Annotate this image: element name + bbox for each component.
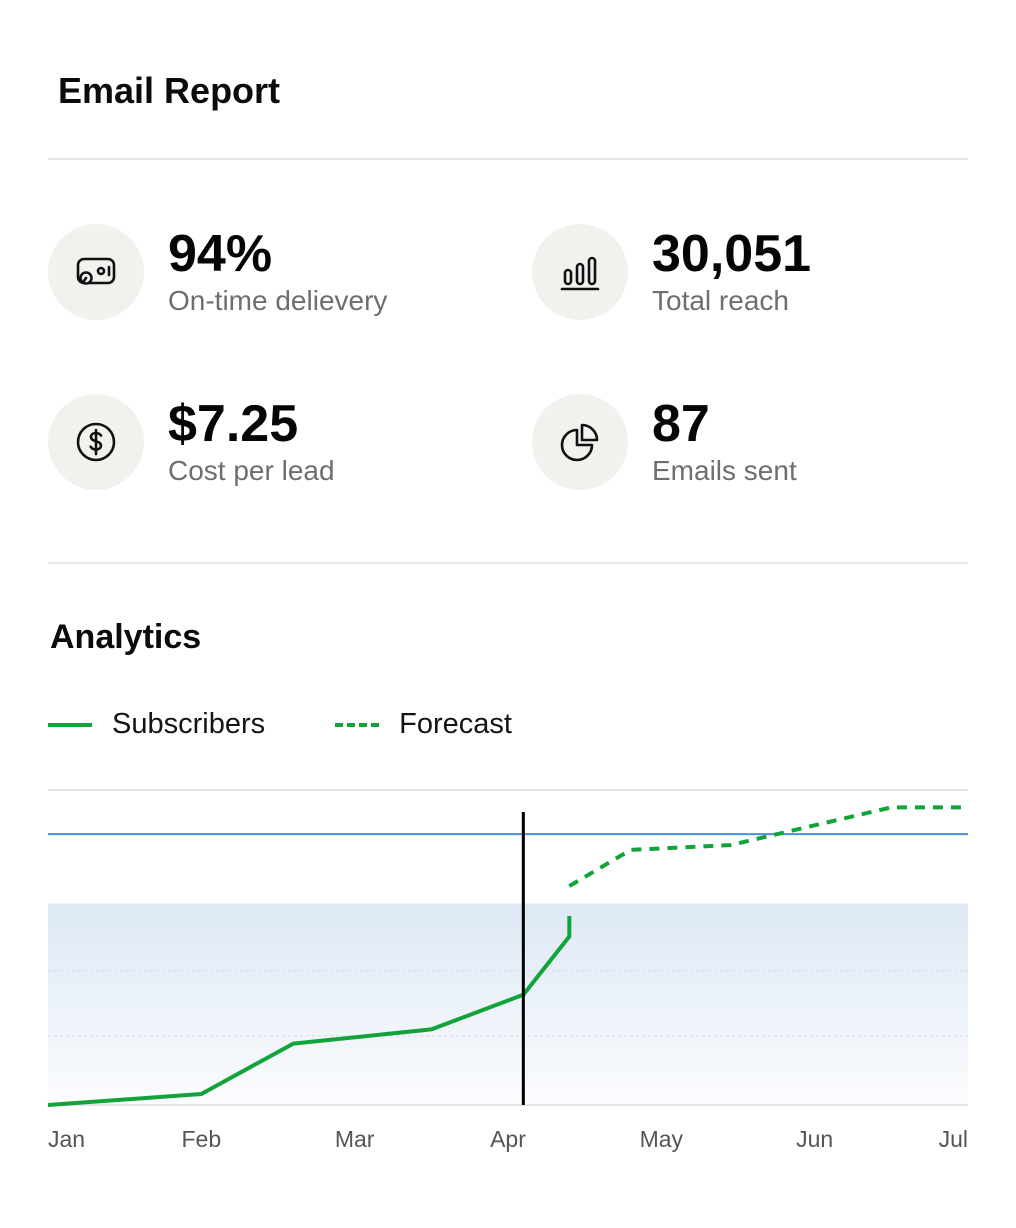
bar-chart-icon: [532, 224, 628, 320]
legend-label: Forecast: [399, 708, 512, 740]
x-tick-label: Jan: [48, 1126, 85, 1152]
legend-item-forecast[interactable]: Forecast: [335, 708, 512, 741]
stat-label: Cost per lead: [168, 455, 335, 486]
stat-value: 94%: [168, 225, 273, 283]
legend-label: Subscribers: [112, 708, 266, 740]
x-tick-label: Feb: [182, 1126, 222, 1152]
stat-value: 87: [652, 395, 710, 453]
stat-label: Total reach: [652, 285, 789, 316]
legend-swatch-solid: [48, 722, 92, 727]
stat-total-reach: 30,051 Total reach: [532, 224, 811, 320]
stat-value: $7.25: [168, 395, 299, 453]
x-tick-label: Jun: [796, 1126, 833, 1152]
series-line-forecast: [568, 805, 968, 888]
page-title: Email Report: [58, 70, 281, 111]
chart-legend: Subscribers Forecast: [48, 708, 582, 741]
series-line-subscribers: [47, 916, 572, 1107]
analytics-line-chart: Jan Feb Mar Apr May Jun Jul: [47, 789, 968, 1152]
legend-swatch-dashed: [335, 722, 380, 727]
dollar-circle-icon: [48, 394, 144, 490]
x-tick-label: Jul: [939, 1126, 968, 1152]
stat-label: Emails sent: [652, 455, 797, 486]
section-divider: [48, 562, 968, 564]
shaded-band: [48, 903, 968, 1105]
stat-emails-sent: 87 Emails sent: [532, 394, 797, 490]
stat-label: On-time delievery: [168, 285, 388, 316]
analytics-title: Analytics: [50, 618, 202, 656]
x-tick-label: Mar: [335, 1126, 375, 1152]
x-tick-label: Apr: [490, 1126, 526, 1152]
delivery-gauge-icon: [48, 224, 144, 320]
legend-item-subscribers[interactable]: Subscribers: [48, 708, 265, 741]
stat-cost-per-lead: $7.25 Cost per lead: [48, 394, 335, 490]
stat-value: 30,051: [652, 225, 812, 283]
header-divider: [48, 158, 968, 160]
stat-on-time-delivery: 94% On-time delievery: [48, 224, 387, 320]
pie-chart-icon: [532, 394, 628, 490]
x-tick-label: May: [640, 1126, 684, 1152]
